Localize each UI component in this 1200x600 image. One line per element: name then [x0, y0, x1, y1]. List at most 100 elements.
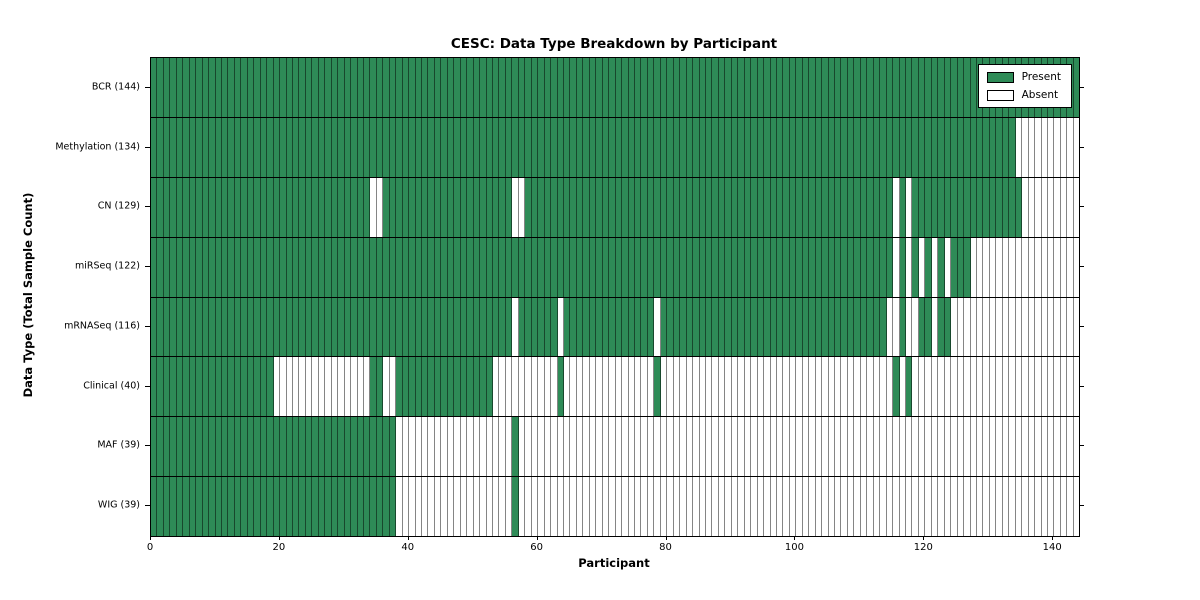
cell	[441, 477, 448, 536]
cell	[176, 477, 184, 536]
cell	[254, 177, 261, 237]
cell	[215, 357, 222, 417]
cell	[893, 297, 900, 357]
cell	[835, 177, 842, 237]
cell	[312, 177, 319, 237]
cell	[1028, 237, 1036, 297]
cell	[996, 117, 1003, 177]
cell	[757, 117, 765, 177]
x-tick-mark	[1052, 536, 1054, 540]
cell	[770, 297, 777, 357]
row-label-bcr: BCR (144)	[91, 81, 140, 93]
row-label-methylation: Methylation (134)	[55, 141, 140, 153]
cell	[247, 177, 255, 237]
cell	[847, 477, 855, 536]
cell	[280, 58, 287, 117]
cell	[305, 177, 313, 237]
cell	[267, 58, 274, 117]
cell	[209, 237, 216, 297]
cell	[906, 417, 913, 477]
cell	[1009, 357, 1016, 417]
cell	[228, 237, 235, 297]
cell	[338, 117, 345, 177]
cell	[176, 237, 184, 297]
cell	[422, 297, 429, 357]
cell	[1047, 297, 1055, 357]
cell	[163, 297, 171, 357]
cell	[751, 177, 758, 237]
cell	[673, 177, 681, 237]
cell	[647, 177, 655, 237]
cell	[634, 177, 642, 237]
cell	[899, 237, 907, 297]
cell	[370, 237, 377, 297]
cell	[1041, 357, 1048, 417]
cell	[473, 297, 481, 357]
cell	[157, 237, 164, 297]
cell	[886, 297, 894, 357]
cell	[918, 417, 926, 477]
cell	[441, 117, 448, 177]
cell	[292, 117, 300, 177]
cell	[1028, 297, 1036, 357]
cell	[738, 417, 745, 477]
cell	[447, 477, 455, 536]
cell	[221, 297, 229, 357]
cell	[589, 357, 597, 417]
cell	[615, 477, 623, 536]
cell	[957, 117, 965, 177]
cell	[667, 357, 674, 417]
cell	[1047, 477, 1055, 536]
cell	[260, 58, 268, 117]
cell	[634, 417, 642, 477]
cell	[234, 357, 242, 417]
cell	[983, 357, 990, 417]
cell	[725, 117, 732, 177]
cell	[351, 237, 358, 297]
cell	[402, 237, 410, 297]
cell	[822, 117, 829, 177]
cell	[544, 297, 552, 357]
cell	[757, 58, 765, 117]
cell	[544, 477, 552, 536]
cell	[873, 237, 881, 297]
cell	[544, 117, 552, 177]
cell	[744, 177, 752, 237]
cell	[867, 58, 874, 117]
cell	[267, 297, 274, 357]
cell	[518, 58, 526, 117]
cell	[828, 417, 836, 477]
cell	[344, 477, 352, 536]
cell	[822, 297, 829, 357]
cell	[325, 417, 332, 477]
cell	[525, 58, 532, 117]
cell	[454, 58, 461, 117]
cell	[409, 357, 416, 417]
cell	[667, 177, 674, 237]
cell	[196, 237, 203, 297]
cell	[493, 177, 500, 237]
cell	[1015, 357, 1023, 417]
cell	[305, 357, 313, 417]
cell	[660, 297, 668, 357]
cell	[473, 417, 481, 477]
cell	[409, 58, 416, 117]
cell	[815, 297, 823, 357]
cell	[686, 297, 694, 357]
cell	[163, 177, 171, 237]
cell	[822, 357, 829, 417]
cell	[970, 357, 977, 417]
cell	[389, 417, 397, 477]
cell	[731, 237, 739, 297]
cell	[893, 177, 900, 237]
cell	[480, 58, 487, 117]
cell	[1002, 417, 1010, 477]
cell	[809, 177, 816, 237]
cell	[299, 58, 306, 117]
cell	[757, 177, 765, 237]
cell	[434, 477, 442, 536]
cell	[570, 357, 577, 417]
cell	[841, 297, 848, 357]
cell	[557, 58, 564, 117]
